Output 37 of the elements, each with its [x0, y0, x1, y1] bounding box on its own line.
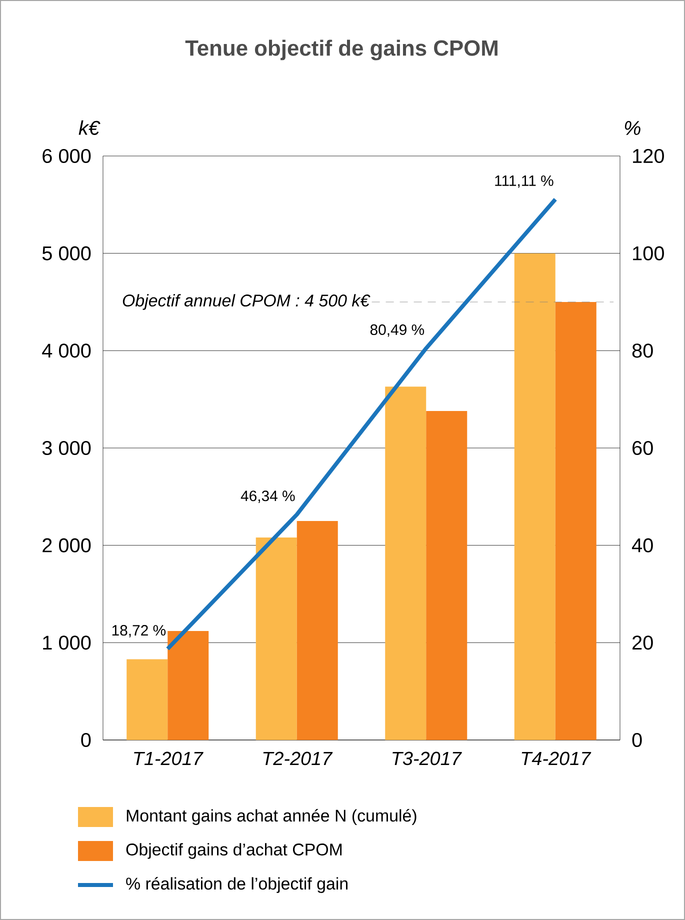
ref-line-label: Objectif annuel CPOM : 4 500 k€ — [122, 294, 370, 310]
y-axis-title: k€ — [78, 120, 100, 135]
legend-label: Montant gains achat année N (cumulé) — [126, 809, 416, 825]
bar — [126, 659, 168, 740]
data-label: 18,72 % — [112, 625, 166, 638]
y2-axis-title: % — [624, 121, 640, 135]
y-tick-label: 6 000 — [42, 148, 91, 164]
y2-tick-label: 100 — [633, 246, 664, 260]
bar — [256, 538, 297, 740]
bar — [296, 520, 338, 740]
y-tick-label: 4 000 — [42, 344, 91, 358]
bar — [555, 302, 596, 740]
bar — [426, 411, 468, 740]
bar — [385, 386, 426, 740]
y-tick-label: 5 000 — [42, 246, 91, 260]
x-tick-label: T2-2017 — [263, 752, 333, 766]
y2-tick-label: 120 — [633, 148, 664, 164]
y2-tick-label: 60 — [632, 440, 653, 456]
x-tick-label: T1-2017 — [134, 752, 204, 766]
y2-tick-label: 0 — [632, 732, 642, 748]
data-label: 80,49 % — [370, 324, 424, 337]
chart-title: Tenue objectif de gains CPOM — [185, 40, 498, 60]
x-tick-label: T3-2017 — [392, 752, 462, 766]
data-label: 111,11 % — [495, 175, 554, 188]
legend-label: Objectif gains d’achat CPOM — [126, 843, 342, 859]
y-tick-label: 3 000 — [42, 440, 91, 456]
y2-tick-label: 80 — [632, 344, 653, 358]
data-label: 46,34 % — [240, 490, 295, 503]
bar — [514, 253, 556, 740]
y2-tick-label: 20 — [632, 636, 653, 650]
bar — [168, 630, 209, 740]
x-tick-label: T4-2017 — [522, 752, 592, 766]
legend-label: % réalisation de l’objectif gain — [126, 877, 348, 893]
y-tick-label: 1 000 — [43, 636, 91, 650]
y-tick-label: 0 — [81, 732, 91, 748]
y2-tick-label: 40 — [632, 538, 653, 552]
y-tick-label: 2 000 — [42, 538, 91, 552]
